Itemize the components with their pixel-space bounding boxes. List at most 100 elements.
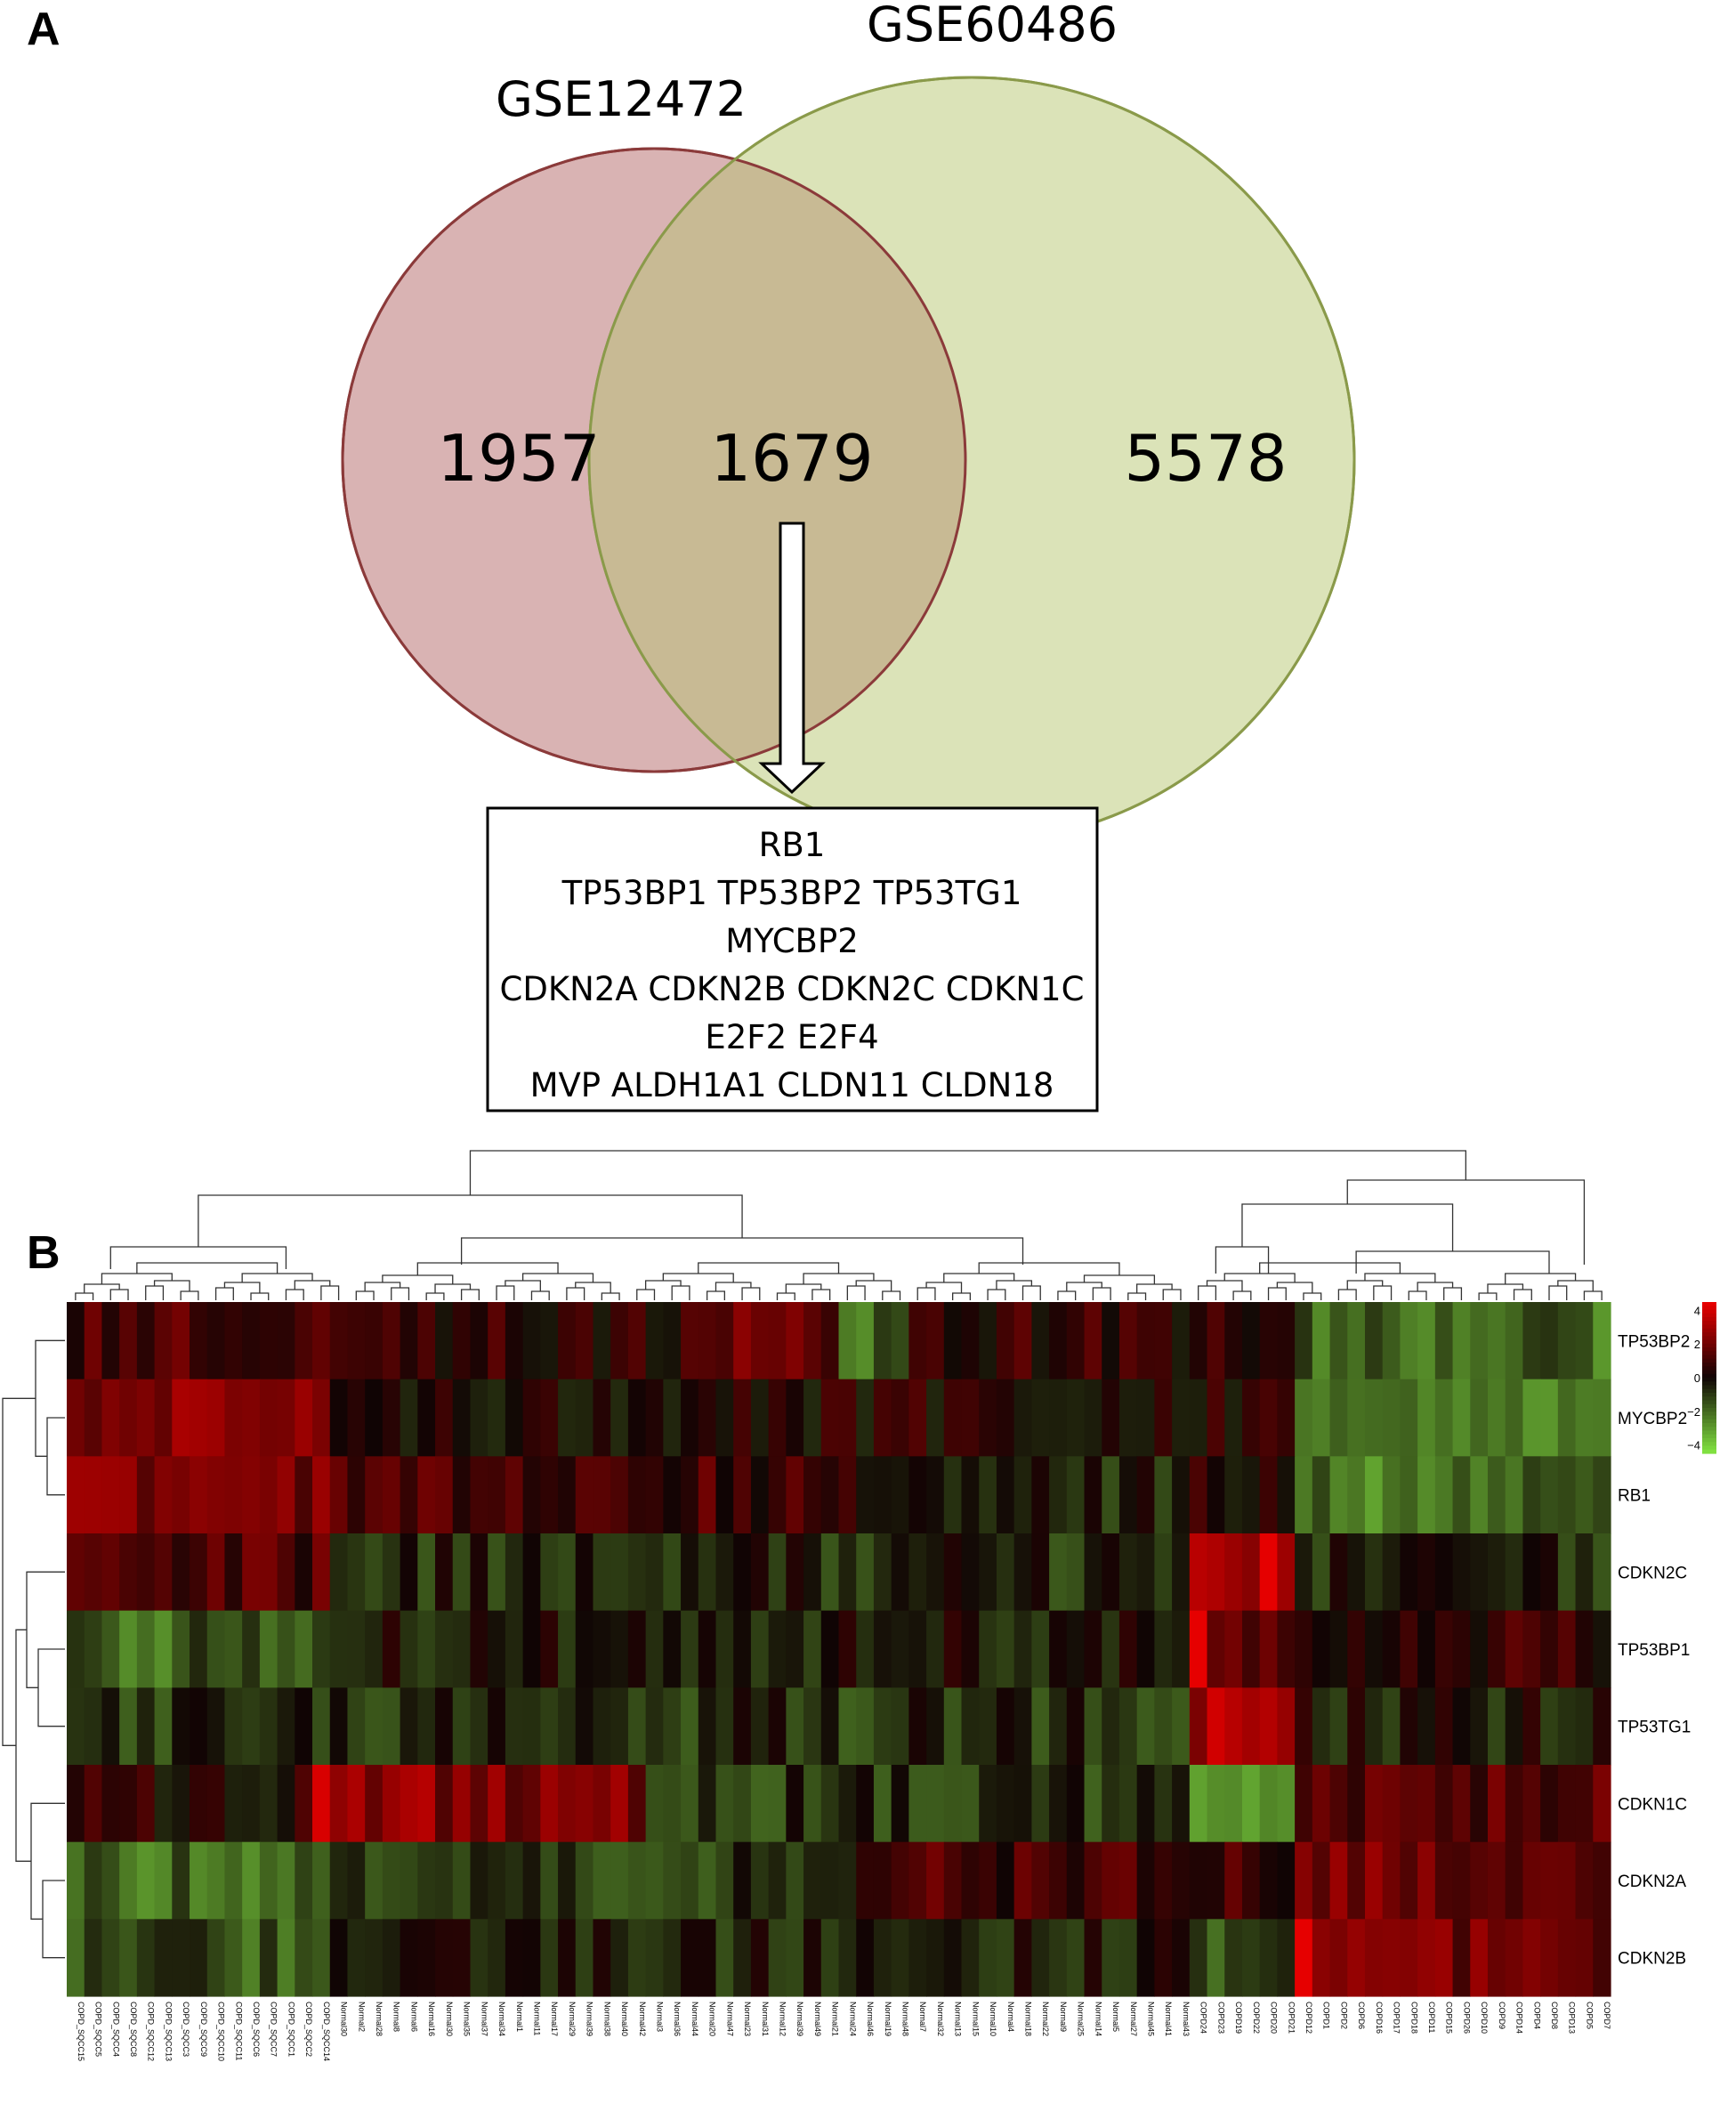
heatmap-cell xyxy=(540,1302,559,1380)
gene-row-label: CDKN2A xyxy=(1618,1872,1686,1891)
heatmap-cell xyxy=(1154,1302,1173,1380)
heatmap-cell xyxy=(943,1379,963,1457)
heatmap-cell xyxy=(873,1302,892,1380)
heatmap-cell xyxy=(575,1456,594,1534)
heatmap-cell xyxy=(1066,1765,1086,1843)
heatmap-cell xyxy=(1189,1610,1208,1688)
heatmap-cell xyxy=(1364,1841,1384,1920)
heatmap-cell xyxy=(101,1533,120,1612)
colorbar-segment xyxy=(1702,1411,1716,1417)
heatmap-cell xyxy=(943,1456,963,1534)
heatmap-cell xyxy=(1207,1841,1225,1920)
heatmap-cell xyxy=(996,1919,1015,1997)
heatmap-cell xyxy=(1102,1533,1120,1612)
heatmap-cell xyxy=(1312,1456,1331,1534)
heatmap-cell xyxy=(750,1456,770,1534)
heatmap-cell xyxy=(1241,1302,1261,1380)
heatmap-cell xyxy=(1364,1456,1384,1534)
colorbar-segment xyxy=(1702,1313,1716,1318)
heatmap-cell xyxy=(417,1302,436,1380)
heatmap-cell xyxy=(488,1765,506,1843)
heatmap-cell xyxy=(1102,1841,1120,1920)
heatmap-cell xyxy=(1136,1841,1155,1920)
heatmap-cell xyxy=(1417,1379,1436,1457)
heatmap-cell xyxy=(1031,1456,1050,1534)
sample-column-label: COPD_SQCC10 xyxy=(217,2002,226,2061)
colorbar-segment xyxy=(1702,1438,1716,1443)
heatmap-cell xyxy=(1575,1533,1594,1612)
heatmap-cell xyxy=(1154,1919,1173,1997)
heatmap-cell xyxy=(1084,1456,1102,1534)
colorbar-segment xyxy=(1702,1442,1716,1447)
dendrogram-branch xyxy=(785,1283,822,1293)
heatmap-cell xyxy=(347,1687,366,1766)
heatmap-cell xyxy=(347,1456,366,1534)
heatmap-cell xyxy=(715,1610,734,1688)
heatmap-cell xyxy=(1172,1379,1191,1457)
heatmap-cell xyxy=(382,1379,401,1457)
heatmap-cell xyxy=(136,1302,156,1380)
heatmap-cell xyxy=(627,1841,647,1920)
heatmap-cell xyxy=(663,1379,682,1457)
heatmap-cell xyxy=(1172,1610,1191,1688)
heatmap-cell xyxy=(312,1765,331,1843)
heatmap-cell xyxy=(190,1610,208,1688)
heatmap-cell xyxy=(452,1379,472,1457)
heatmap-cell xyxy=(329,1841,349,1920)
heatmap-cell xyxy=(347,1533,366,1612)
colorbar-segment xyxy=(1702,1396,1716,1402)
heatmap-cell xyxy=(786,1765,804,1843)
heatmap-cell xyxy=(1189,1379,1208,1457)
heatmap-cell xyxy=(259,1841,279,1920)
heatmap-cell xyxy=(67,1302,85,1380)
heatmap-cell xyxy=(1295,1456,1313,1534)
heatmap-cell xyxy=(1522,1765,1541,1843)
heatmap-cell xyxy=(1522,1302,1541,1380)
heatmap-cell xyxy=(136,1379,156,1457)
set-label-gse60486: GSE60486 xyxy=(867,0,1118,53)
heatmap-cell xyxy=(1189,1765,1208,1843)
sample-column-label: Normal24 xyxy=(848,2002,857,2036)
heatmap-cell xyxy=(242,1687,261,1766)
heatmap-cell xyxy=(224,1919,243,1997)
heatmap-cell xyxy=(1295,1302,1313,1380)
heatmap-cell xyxy=(926,1919,945,1997)
heatmap-cell xyxy=(470,1687,489,1766)
sample-column-label: Normal35 xyxy=(463,2002,472,2036)
heatmap-cell xyxy=(365,1533,384,1612)
heatmap-cell xyxy=(1575,1456,1594,1534)
heatmap-cell xyxy=(1031,1841,1050,1920)
heatmap-cell xyxy=(996,1456,1015,1534)
heatmap-cell xyxy=(1224,1302,1243,1380)
heatmap-cell xyxy=(242,1765,261,1843)
heatmap-cell xyxy=(224,1533,243,1612)
heatmap-cell xyxy=(277,1302,295,1380)
heatmap-cell xyxy=(1434,1610,1454,1688)
sample-column-label: Normal46 xyxy=(866,2002,875,2036)
gene-line: MVP ALDH1A1 CLDN11 CLDN18 xyxy=(530,1066,1054,1104)
heatmap-cell xyxy=(154,1919,173,1997)
count-overlap: 1679 xyxy=(710,421,873,496)
heatmap-cell xyxy=(295,1765,313,1843)
dendrogram-branch xyxy=(1505,1273,1577,1284)
dendrogram-branch xyxy=(1267,1287,1287,1300)
heatmap-cell xyxy=(1154,1456,1173,1534)
heatmap-cell xyxy=(768,1533,787,1612)
heatmap-cell xyxy=(259,1765,279,1843)
heatmap-cell xyxy=(1207,1533,1225,1612)
dendrogram-branch xyxy=(35,1339,65,1457)
heatmap-cell xyxy=(172,1919,190,1997)
heatmap-cell xyxy=(575,1379,594,1457)
heatmap-cell xyxy=(1295,1919,1313,1997)
heatmap-cell xyxy=(1259,1533,1278,1612)
heatmap-cell xyxy=(1102,1379,1120,1457)
sample-column-label: COPD23 xyxy=(1216,2002,1225,2034)
heatmap-cell xyxy=(435,1610,454,1688)
heatmap-cell xyxy=(750,1841,770,1920)
heatmap-cell xyxy=(365,1456,384,1534)
colorbar-segment xyxy=(1702,1306,1716,1311)
heatmap-cell xyxy=(1364,1379,1384,1457)
heatmap-cell xyxy=(522,1379,541,1457)
sample-column-label: Normal34 xyxy=(497,2002,506,2036)
heatmap-cell xyxy=(838,1379,857,1457)
